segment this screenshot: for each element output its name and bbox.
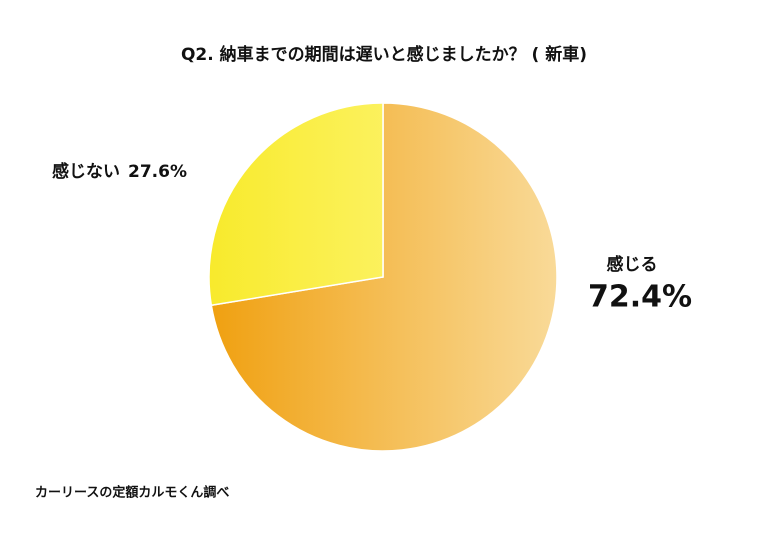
chart-title: Q2. 納車までの期間は遅いと感じましたか？ ( 新車) — [181, 44, 587, 65]
category-label: 感じない — [52, 161, 120, 182]
value-label: 27.6% — [128, 162, 187, 182]
category-label: 感じる — [607, 254, 658, 275]
slice-label: 感じない 27.6% — [52, 161, 187, 182]
pie-slice — [210, 102, 558, 452]
value-label: 72.4% — [588, 280, 692, 315]
pie-slice — [208, 102, 384, 307]
source-note: カーリースの定額カルモくん調べ — [35, 485, 229, 501]
